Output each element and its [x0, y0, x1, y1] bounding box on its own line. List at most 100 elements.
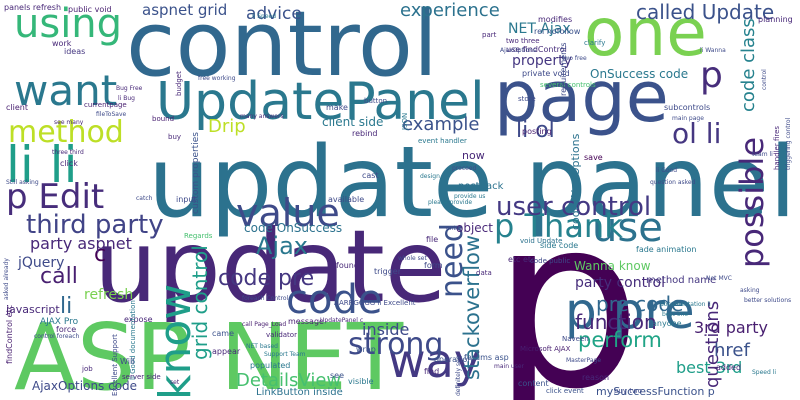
word: input [176, 195, 197, 204]
word: validator [266, 331, 297, 339]
word: ASP NET [14, 304, 404, 400]
word: ideas [64, 47, 86, 56]
word: value [236, 191, 340, 235]
word: cast [362, 171, 379, 180]
word: design [420, 173, 440, 180]
word: see [330, 371, 345, 380]
word: code OnSuccess [244, 221, 343, 235]
word: message [288, 317, 324, 326]
word: Wanna know [574, 259, 651, 273]
word: server side [122, 373, 161, 381]
word: JSON [401, 112, 409, 130]
word: operation [434, 355, 473, 364]
word: advice [246, 4, 302, 24]
word: object [456, 221, 493, 235]
word: main user [494, 363, 524, 370]
word: buy two [614, 387, 642, 395]
word: method name [646, 275, 717, 286]
word: catch [136, 195, 153, 202]
word: Will [120, 357, 135, 366]
word: added [716, 363, 742, 372]
word: find [424, 367, 440, 376]
word: Net MVC [706, 275, 732, 282]
word: pre code [596, 292, 684, 316]
word: several controls [540, 81, 596, 89]
word: Regards [184, 232, 213, 240]
word: p [700, 55, 723, 96]
word: set [170, 379, 180, 386]
word: AjaxOptions [500, 47, 537, 54]
word: li Wanna [700, 47, 726, 54]
word: appear [212, 347, 241, 356]
word: code [286, 277, 383, 323]
word: Microsoft AJAX [520, 345, 571, 353]
word: file [426, 235, 439, 244]
word: perform [578, 328, 662, 352]
word: NET based [246, 343, 278, 350]
word: li Good [656, 167, 678, 174]
word: href [714, 340, 750, 361]
word: form [424, 261, 443, 270]
word: make [326, 103, 348, 112]
word: documentation li [660, 301, 711, 308]
word: button [364, 97, 388, 105]
word: party control [575, 275, 665, 291]
word: requirements [559, 42, 568, 96]
word: found [336, 261, 359, 270]
word: grid control [188, 245, 212, 360]
word: jQuery [18, 255, 65, 271]
word: now [462, 149, 485, 162]
word: void Update [520, 237, 563, 245]
word: question asked [650, 179, 696, 186]
word: LinkButton inside [256, 387, 343, 398]
word: client side [322, 115, 384, 129]
word: OnSuccess code [590, 67, 689, 81]
word: two free [562, 55, 587, 62]
word: li li [6, 136, 78, 194]
word: part [482, 31, 497, 39]
word: li Bug [118, 95, 135, 102]
word: data [476, 269, 492, 277]
word: ol li [672, 117, 722, 150]
word: way [388, 334, 482, 388]
word: property [512, 53, 572, 69]
word: p Edit [6, 177, 105, 217]
word: li [60, 294, 73, 319]
word: function [575, 310, 657, 334]
word: asked already [3, 258, 10, 300]
word: p pre [565, 282, 695, 340]
word: rebind [352, 129, 378, 138]
word: came [212, 329, 235, 338]
word: MasterPage [566, 357, 602, 364]
word: use findControl [506, 45, 567, 54]
word: main page [672, 115, 704, 122]
word: NET Ajax [508, 21, 571, 37]
word: reason [582, 373, 610, 382]
word: available [328, 195, 365, 204]
word: AjaxOptions code [32, 379, 138, 393]
word: whole set [398, 255, 427, 262]
word: p [492, 166, 642, 400]
word: job [82, 365, 93, 373]
word: store [518, 95, 536, 103]
word: budget [175, 71, 183, 96]
word: inside [362, 320, 410, 339]
word: side code [540, 241, 579, 250]
word: public void [68, 5, 112, 14]
word: force [56, 325, 77, 334]
word: party aspnet [30, 234, 132, 253]
word: panels refresh [4, 3, 62, 12]
word: call Page_Load [242, 321, 287, 328]
word: private void [522, 69, 570, 78]
word: better solutions [744, 297, 792, 304]
word: code public [530, 257, 571, 265]
word: best one [662, 311, 689, 318]
word: Support Team [264, 351, 306, 358]
word: fade animation [636, 245, 697, 254]
word: mySuccessFunction p [596, 385, 715, 398]
word: Drip [208, 116, 246, 137]
word: enter [446, 225, 463, 232]
word: modifies [538, 15, 573, 24]
word: third party [26, 210, 164, 240]
